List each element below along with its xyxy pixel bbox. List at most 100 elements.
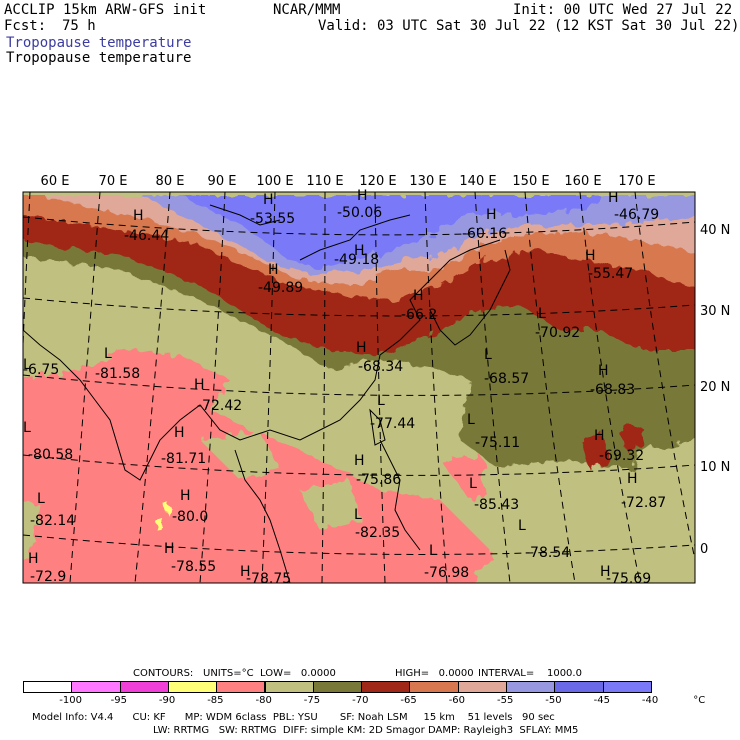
contours-low: LOW= 0.0000 [260,668,336,679]
model-info: Model Info: V4.4 CU: KF MP: WDM 6class P… [32,712,555,723]
colorbar-label: -45 [593,695,610,706]
low-marker: L [104,346,112,362]
extremum-value: -46.79 [614,207,659,223]
colorbar-swatch [409,681,459,693]
extremum-value: -6.75 [23,362,59,378]
high-marker: H [627,471,638,487]
low-marker: L [538,306,546,322]
high-marker: H [357,188,368,204]
latitude-label: 20 N [700,380,730,395]
extremum-value: -68.83 [590,382,635,398]
colorbar-label: -40 [641,695,659,706]
physics-info: LW: RRTMG SW: RRTMG DIFF: simple KM: 2D … [153,725,579,736]
extremum-value: -78.75 [246,571,291,587]
high-marker: H [263,192,274,208]
colorbar-swatch [216,681,266,693]
forecast-label: Fcst: [4,18,47,34]
low-marker: L [354,507,362,523]
colorbar-label: -50 [545,695,562,706]
extremum-value: -72.9 [30,569,66,585]
latitude-label: 10 N [700,460,730,475]
high-marker: H [356,340,367,356]
colorbar-label: -60 [448,695,466,706]
colorbar-label: -70 [352,695,369,706]
high-marker: H [413,288,424,304]
center-name: NCAR/MMM [273,2,341,18]
low-marker: L [23,357,31,373]
longitude-label: 60 E [41,174,70,189]
latitude-label: 40 N [700,223,730,238]
high-marker: H [594,428,605,444]
extremum-value: -82.35 [355,525,400,541]
high-marker: H [268,262,279,278]
colorbar-swatch [312,681,363,693]
colorbar-swatch [167,681,218,693]
longitude-label: 130 E [409,174,446,189]
contours-high: HIGH= 0.0000 [395,668,474,679]
colorbar-label: -100 [59,695,82,706]
coastlines [23,204,511,583]
extremum-value: -80.58 [28,447,73,463]
high-marker: H [133,208,144,224]
extremum-value: -46.44 [124,228,169,244]
field-title-shaded: Tropopause temperature [6,35,192,51]
extremum-value: -78.55 [171,559,216,575]
extremum-value: -70.92 [535,325,580,341]
high-marker: H [180,488,191,504]
longitude-label: 140 E [459,174,496,189]
colorbar-label: -75 [303,695,321,706]
extremum-value: -60.16 [462,226,507,242]
colorbar-swatch [554,681,604,693]
high-marker: H [598,363,609,379]
extremum-value: -49.89 [258,280,303,296]
colorbar-label: °C [693,695,706,706]
extremum-value: -82.14 [30,513,75,529]
colorbar-swatch [506,681,556,693]
valid-time: Valid: 03 UTC Sat 30 Jul 22 (12 KST Sat … [318,18,740,34]
extremum-value: -78.54 [525,545,570,561]
contours-label: CONTOURS: [133,668,194,679]
longitude-label: 70 E [99,174,128,189]
longitude-label: 170 E [618,174,655,189]
extremum-value: -77.44 [370,416,415,432]
longitude-labels: 60 E 70 E 80 E 90 E 100 E 110 E 120 E 130 E 140 … [41,174,656,189]
high-marker: H [164,541,175,557]
high-marker: H [486,207,497,223]
shaded-field [23,192,695,583]
graticule [23,192,695,583]
colorbar-label: -80 [255,695,272,706]
extremum-value: -68.57 [484,371,529,387]
low-marker: L [37,491,45,507]
longitude-label: 90 E [208,174,237,189]
model-title: ACCLIP 15km ARW-GFS init [4,2,207,18]
longitude-label: 160 E [564,174,601,189]
init-time: Init: 00 UTC Wed 27 Jul 22 [513,2,733,18]
extremum-value: -69.32 [599,448,644,464]
latitude-label: 0 [700,542,708,557]
high-marker: H [600,564,611,580]
longitude-label: 120 E [359,174,396,189]
low-marker: L [484,347,492,363]
colorbar-label: -85 [207,695,224,706]
high-marker: H [608,190,619,206]
longitude-label: 110 E [306,174,343,189]
colorbar-swatch [361,681,411,693]
low-marker: L [469,476,477,492]
longitude-label: 150 E [512,174,549,189]
extremum-value: -81.71 [161,451,206,467]
colorbar-label: -95 [110,695,127,706]
colorbar-label: -65 [400,695,417,706]
colorbar-swatch [23,681,73,693]
extremum-value: -75.86 [356,472,401,488]
extremum-value: -49.18 [334,252,379,268]
low-marker: L [377,393,385,409]
high-marker: H [28,551,39,567]
extremum-value: -75.69 [606,571,651,587]
extremum-value: -72.42 [197,398,242,414]
extremum-value: -50.06 [337,205,382,221]
contours-units: UNITS=°C [203,668,254,679]
extremum-value: -66.2 [401,307,437,323]
high-marker: H [354,453,365,469]
colorbar-swatch [119,681,169,693]
colorbar-swatch [71,681,121,693]
